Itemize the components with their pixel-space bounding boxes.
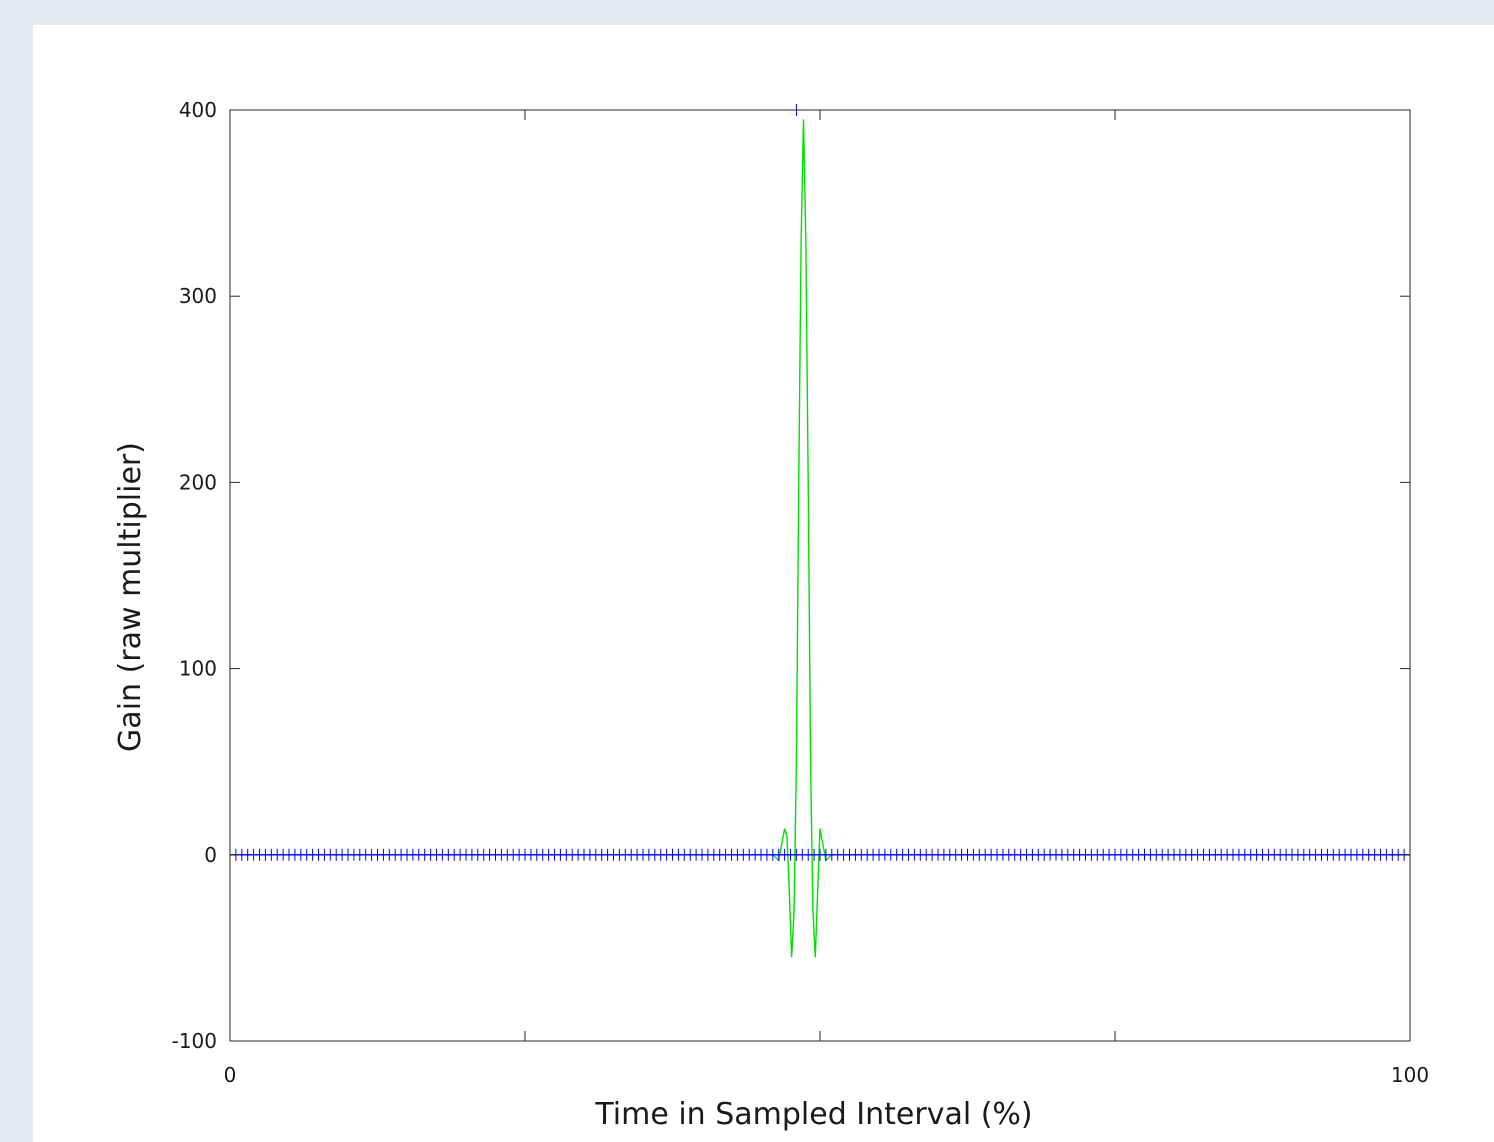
x-tick-label: 100 xyxy=(1391,1063,1429,1087)
series-line xyxy=(230,119,1410,958)
x-axis-label: Time in Sampled Interval (%) xyxy=(594,1097,1032,1132)
plot-frame xyxy=(229,109,1411,1042)
axes: 0 100 -100 0 100 200 300 400 xyxy=(172,98,1429,1087)
x-tick-label: 0 xyxy=(224,1063,237,1087)
chart: 0 100 -100 0 100 200 300 400 Time in Sampled In… xyxy=(113,98,1429,1132)
y-axis-label: Gain (raw multiplier) xyxy=(113,442,148,752)
y-tick-label: 100 xyxy=(179,657,217,681)
y-tick-label: 200 xyxy=(179,470,217,494)
y-tick-label: 0 xyxy=(204,843,217,867)
y-tick-label: -100 xyxy=(172,1029,217,1053)
y-tick-label: 300 xyxy=(179,284,217,308)
figure-canvas: 0 100 -100 0 100 200 300 400 Time in Sampled In… xyxy=(33,25,1494,1142)
y-tick-label: 400 xyxy=(179,98,217,122)
plot-area xyxy=(229,104,1411,958)
